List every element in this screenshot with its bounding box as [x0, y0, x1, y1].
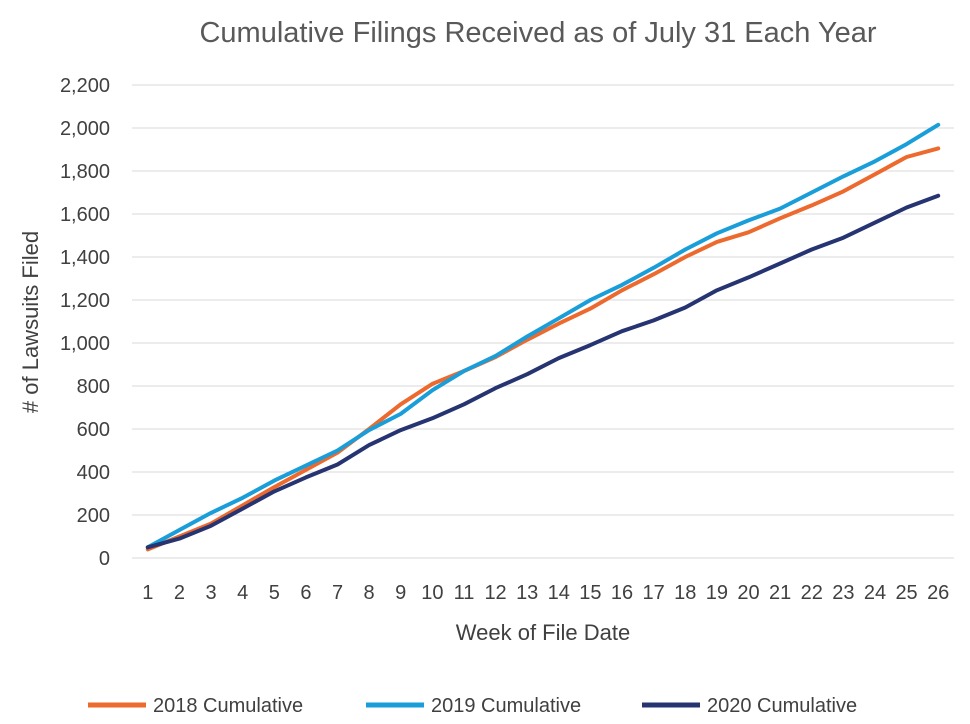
y-axis-ticks: 0 200 400 600 800 1,000 1,200 1,400 1,600 1,800 2,…: [60, 75, 110, 570]
legend-label: 2020 Cumulative: [707, 695, 857, 717]
x-tick-label: 22: [801, 582, 823, 604]
x-tick-label: 1: [142, 582, 153, 604]
x-tick-label: 14: [548, 582, 570, 604]
x-axis-ticks: 1 2 3 4 5 6 7 8 9 10 11 12 13 14 15 16 17 18 19 20 21 22 23 24 2…: [142, 582, 949, 604]
legend-label: 2019 Cumulative: [431, 695, 581, 717]
x-tick-label: 13: [516, 582, 538, 604]
y-tick-label: 1,000: [60, 333, 110, 355]
legend: 2018 Cumulative 2019 Cumulative 2020 Cumul…: [88, 695, 857, 717]
x-tick-label: 23: [832, 582, 854, 604]
x-tick-label: 16: [611, 582, 633, 604]
y-tick-label: 400: [77, 462, 110, 484]
y-tick-label: 2,200: [60, 75, 110, 97]
y-tick-label: 2,000: [60, 118, 110, 140]
x-tick-label: 5: [269, 582, 280, 604]
x-tick-label: 6: [300, 582, 311, 604]
chart-title: Cumulative Filings Received as of July 3…: [199, 17, 876, 49]
y-tick-label: 1,600: [60, 204, 110, 226]
series-line-2020-cumulative: [145, 193, 941, 550]
legend-label: 2018 Cumulative: [153, 695, 303, 717]
x-tick-label: 21: [769, 582, 791, 604]
x-axis-title: Week of File Date: [456, 620, 630, 645]
y-tick-label: 200: [77, 505, 110, 527]
x-tick-label: 18: [674, 582, 696, 604]
x-tick-label: 9: [395, 582, 406, 604]
x-tick-label: 3: [205, 582, 216, 604]
x-tick-label: 7: [332, 582, 343, 604]
x-tick-label: 4: [237, 582, 248, 604]
x-tick-label: 20: [737, 582, 759, 604]
x-tick-label: 2: [174, 582, 185, 604]
y-tick-label: 600: [77, 419, 110, 441]
y-axis-title: # of Lawsuits Filed: [18, 231, 43, 413]
x-tick-label: 8: [364, 582, 375, 604]
x-tick-label: 24: [864, 582, 886, 604]
series-line-2019-cumulative: [145, 122, 941, 550]
x-tick-label: 25: [895, 582, 917, 604]
x-tick-label: 10: [421, 582, 443, 604]
y-tick-label: 1,800: [60, 161, 110, 183]
x-tick-label: 11: [454, 582, 475, 604]
y-tick-label: 800: [77, 376, 110, 398]
y-tick-label: 0: [99, 548, 110, 570]
series-line-2018-cumulative: [145, 146, 941, 552]
y-tick-label: 1,400: [60, 247, 110, 269]
x-tick-label: 26: [927, 582, 949, 604]
series-lines: [145, 122, 941, 552]
x-tick-label: 19: [706, 582, 728, 604]
x-tick-label: 17: [643, 582, 665, 604]
x-tick-label: 15: [579, 582, 601, 604]
y-tick-label: 1,200: [60, 290, 110, 312]
x-tick-label: 12: [484, 582, 506, 604]
gridlines: [132, 84, 954, 559]
